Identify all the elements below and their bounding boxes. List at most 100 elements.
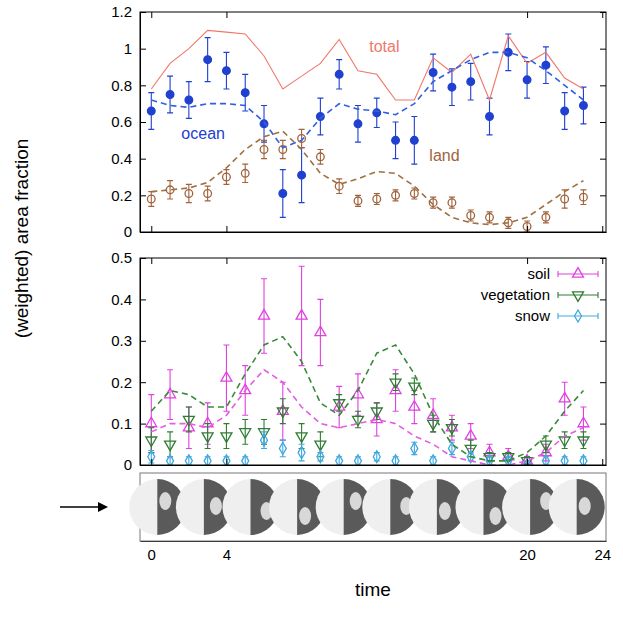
point: [542, 214, 550, 222]
point: [185, 96, 193, 104]
point: [185, 190, 193, 198]
point: [166, 91, 174, 99]
error-bar: [223, 424, 229, 449]
error-bar: [393, 370, 399, 411]
y-tick: [600, 159, 606, 160]
x-tick: [151, 12, 152, 18]
panel: 00.20.40.60.811.2: [111, 3, 606, 240]
error-bar: [280, 170, 286, 218]
snapshot-land: [579, 497, 591, 515]
error-bar: [393, 122, 399, 159]
strip-frame: [140, 473, 606, 541]
plot-frame: [140, 258, 606, 465]
y-tick: 0.4: [111, 150, 146, 167]
point: [298, 171, 306, 179]
x-tick: [226, 258, 227, 264]
x-tick-mark: [151, 226, 152, 232]
y-tick-label: 0.3: [111, 332, 132, 349]
point: [335, 71, 343, 79]
y-tick: 0: [124, 456, 146, 473]
y-tick-mark: [140, 159, 146, 160]
plot-area: [146, 266, 589, 465]
axis-line: [141, 465, 607, 466]
point: [561, 195, 569, 203]
plot-frame: [140, 12, 606, 232]
snapshot-land: [159, 492, 171, 510]
error-bar: [186, 407, 192, 432]
x-tick: [151, 226, 152, 232]
x-tick: [527, 258, 528, 264]
y-tick-label: 1: [124, 40, 132, 57]
point: [146, 417, 157, 426]
error-bar: [580, 87, 586, 124]
y-tick: 0.4: [111, 291, 146, 308]
error-bar: [487, 98, 493, 135]
point: [277, 408, 288, 417]
x-axis-title: time: [355, 579, 391, 600]
point: [241, 89, 249, 97]
y-tick-mark: [140, 382, 146, 383]
annotation: ocean: [181, 125, 225, 142]
point: [259, 310, 270, 319]
point: [354, 120, 362, 128]
point: [260, 146, 268, 154]
y-tick: 0.1: [111, 415, 146, 432]
series: [148, 432, 587, 465]
point: [392, 137, 400, 145]
error-bar: [411, 390, 417, 423]
point: [486, 455, 493, 465]
error-bar: [468, 210, 474, 221]
error-bar: [449, 415, 455, 440]
legend-symbol: [558, 292, 598, 298]
point: [390, 379, 401, 388]
point: [411, 442, 418, 454]
axis-line: [141, 232, 607, 233]
x-axis-mirror: [152, 12, 603, 18]
point: [448, 442, 455, 454]
series: [147, 129, 587, 232]
x-tick-mark: [527, 226, 528, 232]
point: [279, 190, 287, 198]
y-tick-label: 0.1: [111, 415, 132, 432]
point: [373, 451, 380, 463]
y-tick: 1: [124, 40, 146, 57]
point: [411, 190, 419, 198]
point: [223, 455, 230, 465]
x-tick-label: 0: [148, 546, 156, 563]
error-bar: [223, 345, 229, 411]
point: [242, 455, 249, 465]
point: [446, 425, 457, 434]
x-axis-labels: 042024: [141, 541, 612, 563]
y-tick-mark: [140, 299, 146, 300]
error-bar: [449, 69, 455, 106]
snapshot-day: [577, 479, 605, 535]
x-tick-mark: [151, 459, 152, 465]
error-bar: [374, 194, 380, 205]
arrow: [60, 506, 98, 507]
y-tick-label: 0.4: [111, 291, 132, 308]
model-line: [151, 337, 583, 461]
point: [315, 441, 326, 450]
snapshot-strip: [129, 473, 606, 541]
x-tick: [151, 459, 152, 465]
error-bar: [299, 266, 305, 365]
error-bar: [562, 93, 568, 130]
error-bar: [223, 170, 229, 185]
error-bar: [167, 76, 173, 113]
error-bar: [280, 440, 286, 457]
legend-symbol: [573, 292, 584, 301]
point: [448, 199, 456, 207]
y-tick-mark: [140, 12, 146, 13]
x-tick: 0: [148, 541, 156, 563]
x-tick-mark: [527, 258, 528, 264]
model-line: [151, 131, 583, 225]
error-bar: [205, 424, 211, 449]
error-bar: [543, 212, 549, 223]
legend: soilvegetationsnow: [481, 265, 598, 324]
x-tick: [602, 226, 603, 232]
point: [317, 451, 324, 463]
y-axis: 00.10.20.30.40.5: [111, 249, 146, 473]
error-bar: [336, 179, 342, 194]
x-tick-mark: [602, 12, 603, 18]
point: [467, 212, 475, 220]
